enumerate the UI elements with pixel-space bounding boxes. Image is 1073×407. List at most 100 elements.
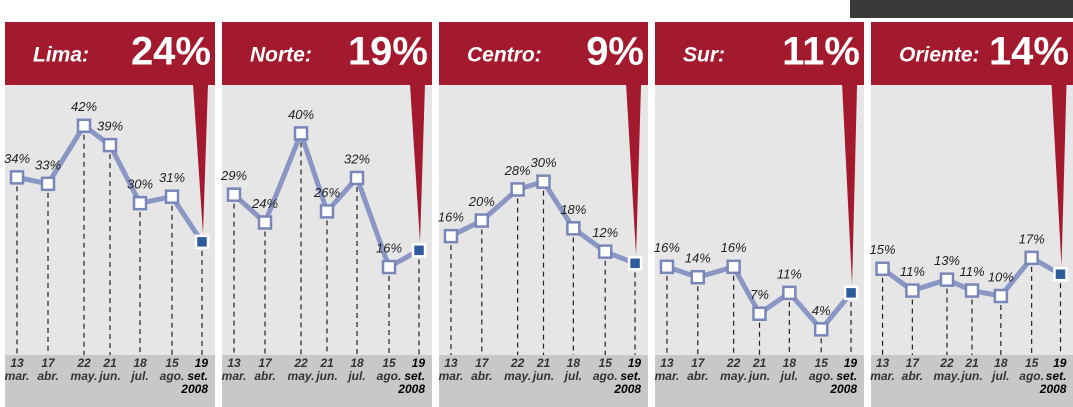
plot-background (222, 85, 432, 355)
value-label: 30% (530, 155, 556, 170)
point (443, 228, 459, 244)
header-band (222, 22, 432, 85)
x-tick-label: 19 set. 2008 (181, 356, 208, 396)
point (875, 261, 890, 277)
header-pointer (410, 84, 425, 243)
x-tick-label: 15 ago. (592, 356, 618, 383)
point (164, 189, 180, 204)
point (40, 176, 56, 192)
value-label: 16% (438, 210, 464, 225)
value-label: 13% (934, 253, 960, 268)
value-label: 18% (560, 202, 586, 217)
point (782, 285, 797, 301)
x-tick-label: 21 jun. (532, 356, 555, 383)
x-tick-label: 13 mar. (4, 356, 30, 383)
x-tick-label: 18 jul. (348, 356, 366, 383)
date-band (655, 355, 864, 407)
value-label: 4% (812, 303, 831, 318)
x-tick-label: 17 abr. (254, 356, 276, 383)
headline-value: 11% (782, 30, 860, 74)
x-tick-label: 17 abr. (37, 356, 59, 383)
point (597, 244, 613, 259)
value-label: 24% (251, 196, 278, 211)
x-tick-label: 17 abr. (687, 356, 709, 383)
x-tick-label: 17 abr. (471, 356, 493, 383)
point (726, 259, 741, 275)
point (993, 288, 1009, 304)
x-tick-label: 21 jun. (316, 356, 338, 383)
x-tick-label: 22 may. (70, 356, 98, 383)
point (474, 213, 490, 228)
value-label: 40% (288, 107, 314, 122)
x-tick-label: 18 jul. (992, 356, 1010, 383)
header-band (439, 22, 648, 85)
x-tick-label: 21 jun. (748, 356, 771, 383)
point (1053, 266, 1068, 282)
value-label: 15% (870, 242, 896, 257)
x-tick-label: 15 ago. (376, 356, 402, 383)
x-tick-label: 22 may. (720, 356, 748, 383)
date-band (871, 355, 1073, 407)
x-tick-label: 13 mar. (654, 356, 680, 383)
point (411, 243, 427, 258)
x-tick-label: 18 jul. (564, 356, 583, 383)
x-tick-label: 13 mar. (221, 356, 247, 383)
panel-title: Centro: (467, 44, 542, 67)
point (349, 170, 365, 186)
x-tick-label: 17 abr. (901, 356, 924, 383)
x-tick-label: 21 jun. (961, 356, 983, 383)
header-pointer (1051, 84, 1067, 267)
x-tick-label: 19 set. 2008 (1039, 356, 1067, 396)
point (9, 170, 25, 185)
value-label: 29% (220, 168, 247, 183)
header-pointer (193, 84, 208, 234)
header-pointer (842, 84, 858, 285)
value-label: 34% (4, 151, 30, 166)
header-band (655, 22, 864, 85)
x-tick-label: 18 jul. (780, 356, 799, 383)
point (939, 272, 955, 287)
x-tick-label: 22 may. (933, 356, 961, 383)
point (76, 118, 92, 134)
point (293, 126, 309, 141)
value-label: 28% (504, 163, 531, 178)
point (510, 182, 525, 197)
x-tick-label: 13 mar. (870, 356, 895, 383)
point (257, 215, 273, 230)
point (752, 306, 767, 321)
point (690, 269, 706, 285)
value-label: 17% (1019, 231, 1045, 246)
point (627, 256, 643, 271)
point (1024, 250, 1039, 266)
point (843, 285, 859, 301)
point (381, 259, 397, 275)
x-tick-label: 19 set. 2008 (614, 356, 642, 396)
x-tick-label: 13 mar. (438, 356, 464, 383)
x-tick-label: 15 ago. (808, 356, 834, 383)
value-label: 14% (685, 251, 711, 266)
x-tick-label: 22 may. (287, 356, 315, 383)
header-band (5, 22, 215, 85)
headline-value: 14% (989, 30, 1069, 74)
value-label: 16% (721, 240, 747, 255)
x-tick-label: 22 may. (504, 356, 532, 383)
value-label: 7% (750, 287, 769, 302)
point (194, 234, 210, 250)
value-label: 26% (313, 185, 340, 200)
value-label: 33% (35, 157, 61, 172)
value-label: 32% (344, 151, 370, 166)
x-tick-label: 19 set. 2008 (398, 356, 425, 396)
value-label: 16% (376, 240, 402, 255)
point (226, 187, 242, 202)
point (102, 137, 118, 153)
value-label: 11% (959, 264, 984, 279)
x-tick-label: 18 jul. (131, 356, 149, 383)
point (905, 283, 920, 298)
headline-value: 19% (348, 30, 428, 74)
point (132, 195, 148, 211)
photo-corner (850, 0, 1073, 18)
point (566, 221, 581, 236)
x-tick-label: 15 ago. (159, 356, 185, 383)
plot-background (871, 85, 1073, 355)
